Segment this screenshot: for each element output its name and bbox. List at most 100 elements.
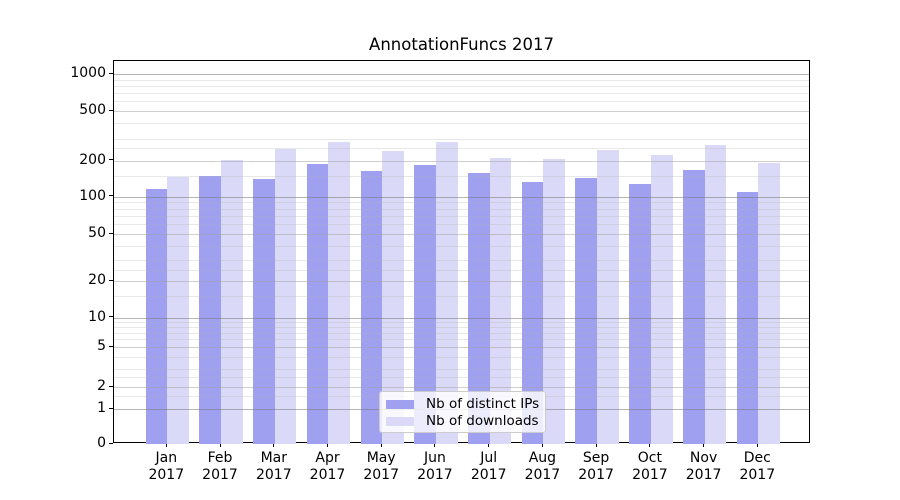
x-tick: [756, 443, 758, 448]
bar-distinct-ips-feb: [199, 175, 222, 445]
y-axis-tick-label: 10: [88, 308, 106, 325]
x-axis-tick-label: Dec 2017: [739, 450, 776, 483]
gridline-minor: [114, 79, 809, 81]
gridline-minor: [114, 269, 809, 271]
x-tick: [380, 443, 382, 448]
bar-downloads-aug: [543, 159, 566, 445]
gridline-minor: [114, 322, 809, 324]
legend: Nb of distinct IPs Nb of downloads: [379, 391, 546, 433]
bar-downloads-sep: [597, 150, 619, 445]
gridline-major: [114, 160, 809, 162]
plot-area: [113, 60, 810, 445]
y-tick: [109, 232, 113, 234]
x-axis-tick-label: Apr 2017: [309, 450, 346, 483]
bar-distinct-ips-jan: [145, 189, 168, 445]
x-axis-tick-label: Jul 2017: [470, 450, 507, 483]
gridline-minor: [114, 138, 809, 140]
gridline-major: [114, 281, 809, 282]
gridline-minor: [114, 224, 809, 226]
y-tick: [109, 385, 113, 387]
bar-downloads-jun: [435, 141, 458, 445]
x-axis-tick-label: Sep 2017: [578, 450, 614, 483]
y-tick: [109, 407, 113, 409]
x-axis-tick-label: Feb 2017: [202, 450, 238, 483]
y-tick: [109, 279, 113, 281]
gridline-minor: [114, 332, 809, 334]
y-tick: [109, 442, 113, 444]
x-axis-tick-label: May 2017: [363, 450, 399, 483]
x-tick: [434, 443, 436, 448]
gridline-minor: [114, 93, 809, 95]
grid-layer: [114, 61, 809, 442]
x-tick: [219, 443, 221, 448]
y-axis-tick-label: 500: [79, 102, 106, 118]
bar-distinct-ips-mar: [253, 179, 275, 445]
legend-item-downloads: Nb of downloads: [386, 413, 539, 430]
x-tick: [327, 443, 328, 448]
gridline-minor: [114, 369, 809, 371]
bar-distinct-ips-may: [360, 170, 383, 445]
x-tick: [595, 443, 597, 448]
x-tick: [488, 443, 490, 448]
bar-distinct-ips-nov: [682, 170, 705, 445]
gridline-minor: [114, 327, 809, 329]
x-axis-tick-label: Mar 2017: [255, 450, 292, 483]
y-axis-tick-label: 0: [97, 435, 106, 452]
chart-title: AnnotationFuncs 2017: [369, 35, 554, 54]
bar-downloads-nov: [704, 145, 727, 445]
gridline-minor: [114, 148, 809, 150]
bar-downloads-feb: [221, 160, 243, 445]
y-axis-tick-label: 200: [79, 151, 106, 168]
bar-downloads-apr: [328, 141, 351, 445]
bar-distinct-ips-oct: [629, 183, 651, 445]
gridline-major: [114, 347, 809, 348]
gridline-minor: [114, 101, 809, 103]
y-tick: [109, 159, 113, 160]
bar-downloads-may: [382, 150, 404, 445]
gridline-minor: [114, 86, 809, 88]
bar-downloads-jul: [489, 157, 512, 445]
x-axis-tick-label: Jan 2017: [148, 450, 185, 483]
gridline-major: [114, 111, 809, 112]
bar-downloads-jan: [167, 176, 189, 445]
x-axis-tick-label: Oct 2017: [632, 450, 668, 483]
gridline-minor: [114, 356, 809, 358]
x-tick: [165, 443, 167, 448]
legend-item-distinct-ips: Nb of distinct IPs: [386, 396, 539, 413]
bar-distinct-ips-apr: [306, 163, 329, 445]
x-tick: [703, 443, 705, 448]
x-tick: [649, 443, 651, 448]
gridline-decade: [114, 74, 809, 76]
y-axis-tick-label: 2: [97, 378, 106, 394]
y-axis-tick-label: 50: [88, 225, 106, 242]
gridline-major: [114, 234, 809, 236]
y-axis-tick-label: 1: [97, 400, 106, 417]
gridline-major: [114, 387, 809, 388]
y-tick: [109, 316, 113, 318]
gridline-minor: [114, 260, 809, 262]
legend-label-downloads: Nb of downloads: [426, 413, 539, 429]
gridline-minor: [114, 296, 809, 298]
legend-swatch-distinct-ips: [386, 399, 414, 410]
x-axis-tick-label: Jun 2017: [417, 450, 453, 483]
bar-downloads-mar: [274, 149, 297, 445]
legend-label-distinct-ips: Nb of distinct IPs: [426, 396, 540, 412]
y-axis-tick-label: 5: [97, 338, 106, 354]
y-tick: [109, 345, 113, 347]
gridline-decade: [114, 317, 809, 319]
gridline-minor: [114, 208, 809, 210]
x-tick: [273, 443, 275, 448]
gridline-minor: [114, 202, 809, 204]
bar-downloads-oct: [650, 155, 673, 445]
legend-swatch-downloads: [386, 416, 414, 427]
y-tick: [109, 72, 113, 74]
gridline-minor: [114, 216, 809, 217]
y-tick: [109, 109, 113, 111]
bar-distinct-ips-sep: [575, 178, 598, 445]
gridline-minor: [114, 377, 809, 379]
gridline-minor: [114, 175, 809, 177]
gridline-minor: [114, 339, 809, 341]
x-tick: [541, 443, 543, 448]
x-axis-tick-label: Aug 2017: [524, 450, 561, 483]
